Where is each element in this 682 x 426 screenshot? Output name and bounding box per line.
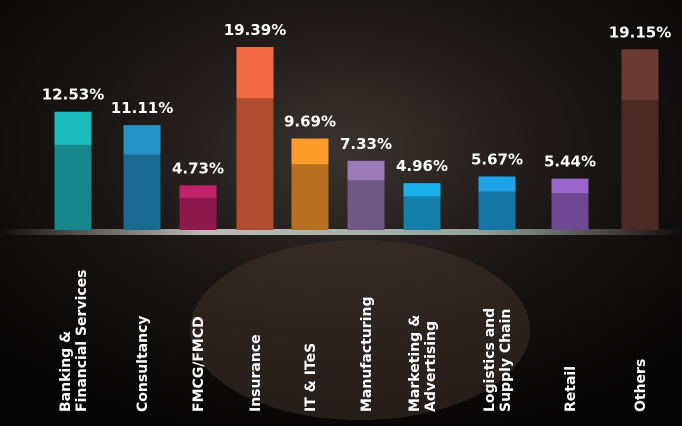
bar-shade [478, 191, 516, 230]
bar [347, 160, 385, 230]
category-label: Insurance [248, 334, 264, 412]
bar [54, 111, 92, 230]
hand-shadow [190, 240, 530, 420]
category-label: Logistics and [482, 308, 498, 412]
category-label: Others [633, 359, 649, 412]
category-label: Manufacturing [359, 297, 375, 413]
bar-shade [123, 154, 161, 230]
value-label: 19.15% [609, 23, 671, 41]
bar [179, 185, 217, 230]
value-label: 19.39% [224, 21, 286, 39]
value-label: 4.73% [172, 159, 224, 177]
bar [403, 183, 441, 230]
bar-shade [291, 164, 329, 230]
category-label: FMCG/FMCD [191, 316, 207, 412]
bar-shade [236, 98, 274, 231]
category-label: IT & ITeS [303, 343, 319, 412]
category-label: Retail [563, 366, 579, 412]
bar-shade [551, 193, 589, 230]
bar [291, 138, 329, 230]
tablet-edge [0, 229, 682, 235]
bar [551, 178, 589, 230]
bar-shade [54, 144, 92, 230]
value-label: 11.11% [111, 99, 173, 117]
bar [123, 125, 161, 230]
bar-shade [621, 99, 659, 230]
value-label: 12.53% [42, 86, 104, 104]
bar-shade [347, 180, 385, 230]
bar-shade [403, 196, 441, 230]
category-label: Banking & [58, 331, 74, 412]
value-label: 7.33% [340, 135, 392, 153]
category-label: Financial Services [74, 270, 90, 413]
value-label: 4.96% [396, 157, 448, 175]
bar [236, 47, 274, 230]
bar-shade [179, 197, 217, 230]
value-label: 5.67% [471, 150, 523, 168]
bar [621, 49, 659, 231]
value-label: 9.69% [284, 113, 336, 131]
value-label: 5.44% [544, 153, 596, 171]
category-label: Advertising [423, 321, 439, 412]
category-label: Marketing & [407, 315, 423, 412]
category-label: Consultancy [135, 316, 151, 413]
bar [478, 176, 516, 230]
category-label: Supply Chain [498, 309, 514, 412]
